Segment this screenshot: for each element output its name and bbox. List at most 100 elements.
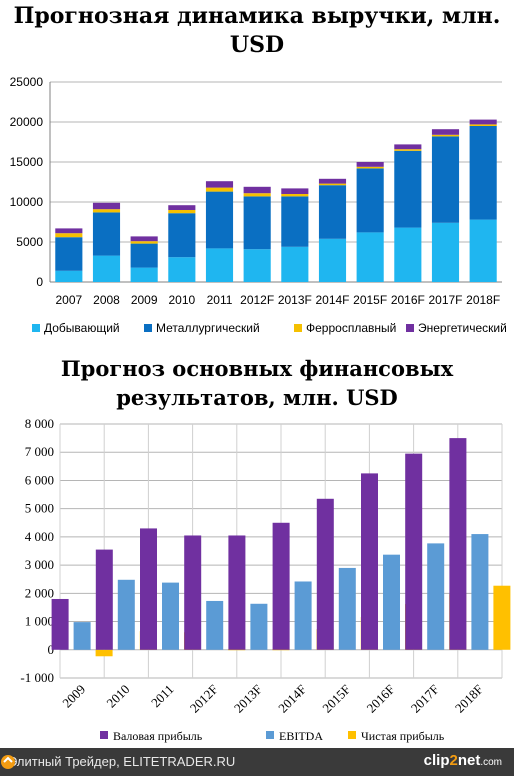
x-tick-label: 2009 xyxy=(131,293,158,307)
y-tick-label: 0 xyxy=(36,275,43,289)
bar xyxy=(449,438,467,650)
bar-segment xyxy=(318,185,347,239)
y-tick-label: -1 000 xyxy=(20,670,54,685)
x-tick-label: 2018F xyxy=(466,293,500,307)
y-tick-label: 5000 xyxy=(16,235,43,249)
x-tick-label: 2007 xyxy=(55,293,82,307)
x-tick-label: 2013F xyxy=(278,293,312,307)
bar-segment xyxy=(318,238,347,282)
bar xyxy=(405,453,423,650)
bar-segment xyxy=(281,196,309,247)
x-tick-label: 2012F xyxy=(187,682,221,716)
legend-label: Добывающий xyxy=(44,321,120,335)
chart-title-revenue: Прогнозная динамика выручки, млн. USD xyxy=(13,3,501,58)
footer-bar: Элитный Трейдер, ELITETRADER.RU clip2net… xyxy=(0,748,514,776)
legend-label: Металлургический xyxy=(156,321,260,335)
legend-label: Чистая прибыль xyxy=(361,729,445,743)
bar xyxy=(95,549,113,650)
legend-swatch xyxy=(406,324,414,332)
revenue-chart: 0 5000 10000 15000 20000 25000 2007 2008 2009 201… xyxy=(10,75,507,335)
bar-segment xyxy=(130,267,158,282)
x-tick-label: 2009 xyxy=(59,682,88,711)
bar-segment xyxy=(431,222,460,282)
bar-segment xyxy=(243,193,271,197)
bar-segment xyxy=(469,124,497,126)
bar-segment xyxy=(168,213,196,258)
bar-segment xyxy=(394,149,422,151)
bar-segment xyxy=(469,126,497,220)
bar-segment xyxy=(92,209,121,213)
bar-segment xyxy=(130,243,158,268)
bar xyxy=(272,522,290,650)
bar-segment xyxy=(281,194,309,197)
x-tick-label: 2015F xyxy=(319,682,353,716)
bar-segment xyxy=(356,232,384,282)
bar-segment xyxy=(205,248,234,282)
bar-segment xyxy=(243,249,271,282)
bar xyxy=(184,535,202,650)
bar xyxy=(471,534,489,650)
y-tick-label: 6 000 xyxy=(25,472,54,487)
legend-label: Энергетический xyxy=(418,321,507,335)
y-tick-label: 15000 xyxy=(10,155,44,169)
x-tick-label: 2010 xyxy=(103,682,132,711)
bar xyxy=(228,535,246,650)
y-tick-label: 7 000 xyxy=(25,444,54,459)
bar-segment xyxy=(55,228,83,234)
y-tick-label: 25000 xyxy=(10,75,44,89)
bar xyxy=(51,598,69,650)
bar xyxy=(361,473,378,650)
bar-segment xyxy=(168,257,196,282)
bar-segment xyxy=(356,162,384,167)
bar xyxy=(206,600,224,650)
legend-swatch xyxy=(294,324,302,332)
bar-segment xyxy=(394,150,422,228)
bar-segment xyxy=(356,166,384,169)
bar xyxy=(73,622,91,650)
legend-label: Ферросплавный xyxy=(306,321,396,335)
bar-segment xyxy=(281,246,309,282)
x-tick-label: 2014F xyxy=(315,293,349,307)
clip2net-logo[interactable]: clip2net.com xyxy=(423,752,502,769)
x-tick-label: 2010 xyxy=(168,293,195,307)
x-tick-label: 2014F xyxy=(275,682,309,716)
y-tick-label: 8 000 xyxy=(25,416,54,431)
bar-segment xyxy=(318,178,347,184)
y-tick-label: 2 000 xyxy=(25,585,54,600)
x-tick-label: 2012F xyxy=(240,293,274,307)
bar-segment xyxy=(168,210,196,214)
y-tick-label: 4 000 xyxy=(25,529,54,544)
bar xyxy=(294,581,312,650)
bar-segment xyxy=(92,202,121,210)
financials-chart: -1 000 0 1 000 2 000 3 000 4 000 5 000 6 000 7 0… xyxy=(20,416,511,743)
bar-segment xyxy=(431,129,460,135)
x-tick-label: 2016F xyxy=(391,293,425,307)
footer-source: Элитный Трейдер, ELITETRADER.RU xyxy=(8,754,236,769)
bar xyxy=(117,579,135,650)
bar xyxy=(338,567,356,650)
legend-label: EBITDA xyxy=(279,729,323,743)
bar-segment xyxy=(205,187,234,192)
bar-segment xyxy=(356,168,384,233)
x-tick-label: 2008 xyxy=(93,293,120,307)
bar-segment xyxy=(431,134,460,137)
bar xyxy=(316,498,334,650)
bar xyxy=(95,649,113,657)
bar xyxy=(427,543,445,650)
x-tick-label: 2013F xyxy=(231,682,265,716)
bar-segment xyxy=(431,136,460,223)
y-tick-label: 20000 xyxy=(10,115,44,129)
bar-segment xyxy=(205,191,234,249)
x-tick-label: 2011 xyxy=(148,682,177,711)
y-tick-label: 0 xyxy=(48,642,55,657)
bar xyxy=(162,582,179,650)
y-tick-label: 5 000 xyxy=(25,501,54,516)
bar-segment xyxy=(394,144,422,150)
legend-swatch xyxy=(100,731,108,739)
bar-segment xyxy=(281,188,309,194)
bar xyxy=(493,585,511,650)
bar-segment xyxy=(92,212,121,256)
bar xyxy=(250,603,268,650)
clip2net-logo-icon xyxy=(1,755,15,769)
bar-segment xyxy=(55,270,83,282)
